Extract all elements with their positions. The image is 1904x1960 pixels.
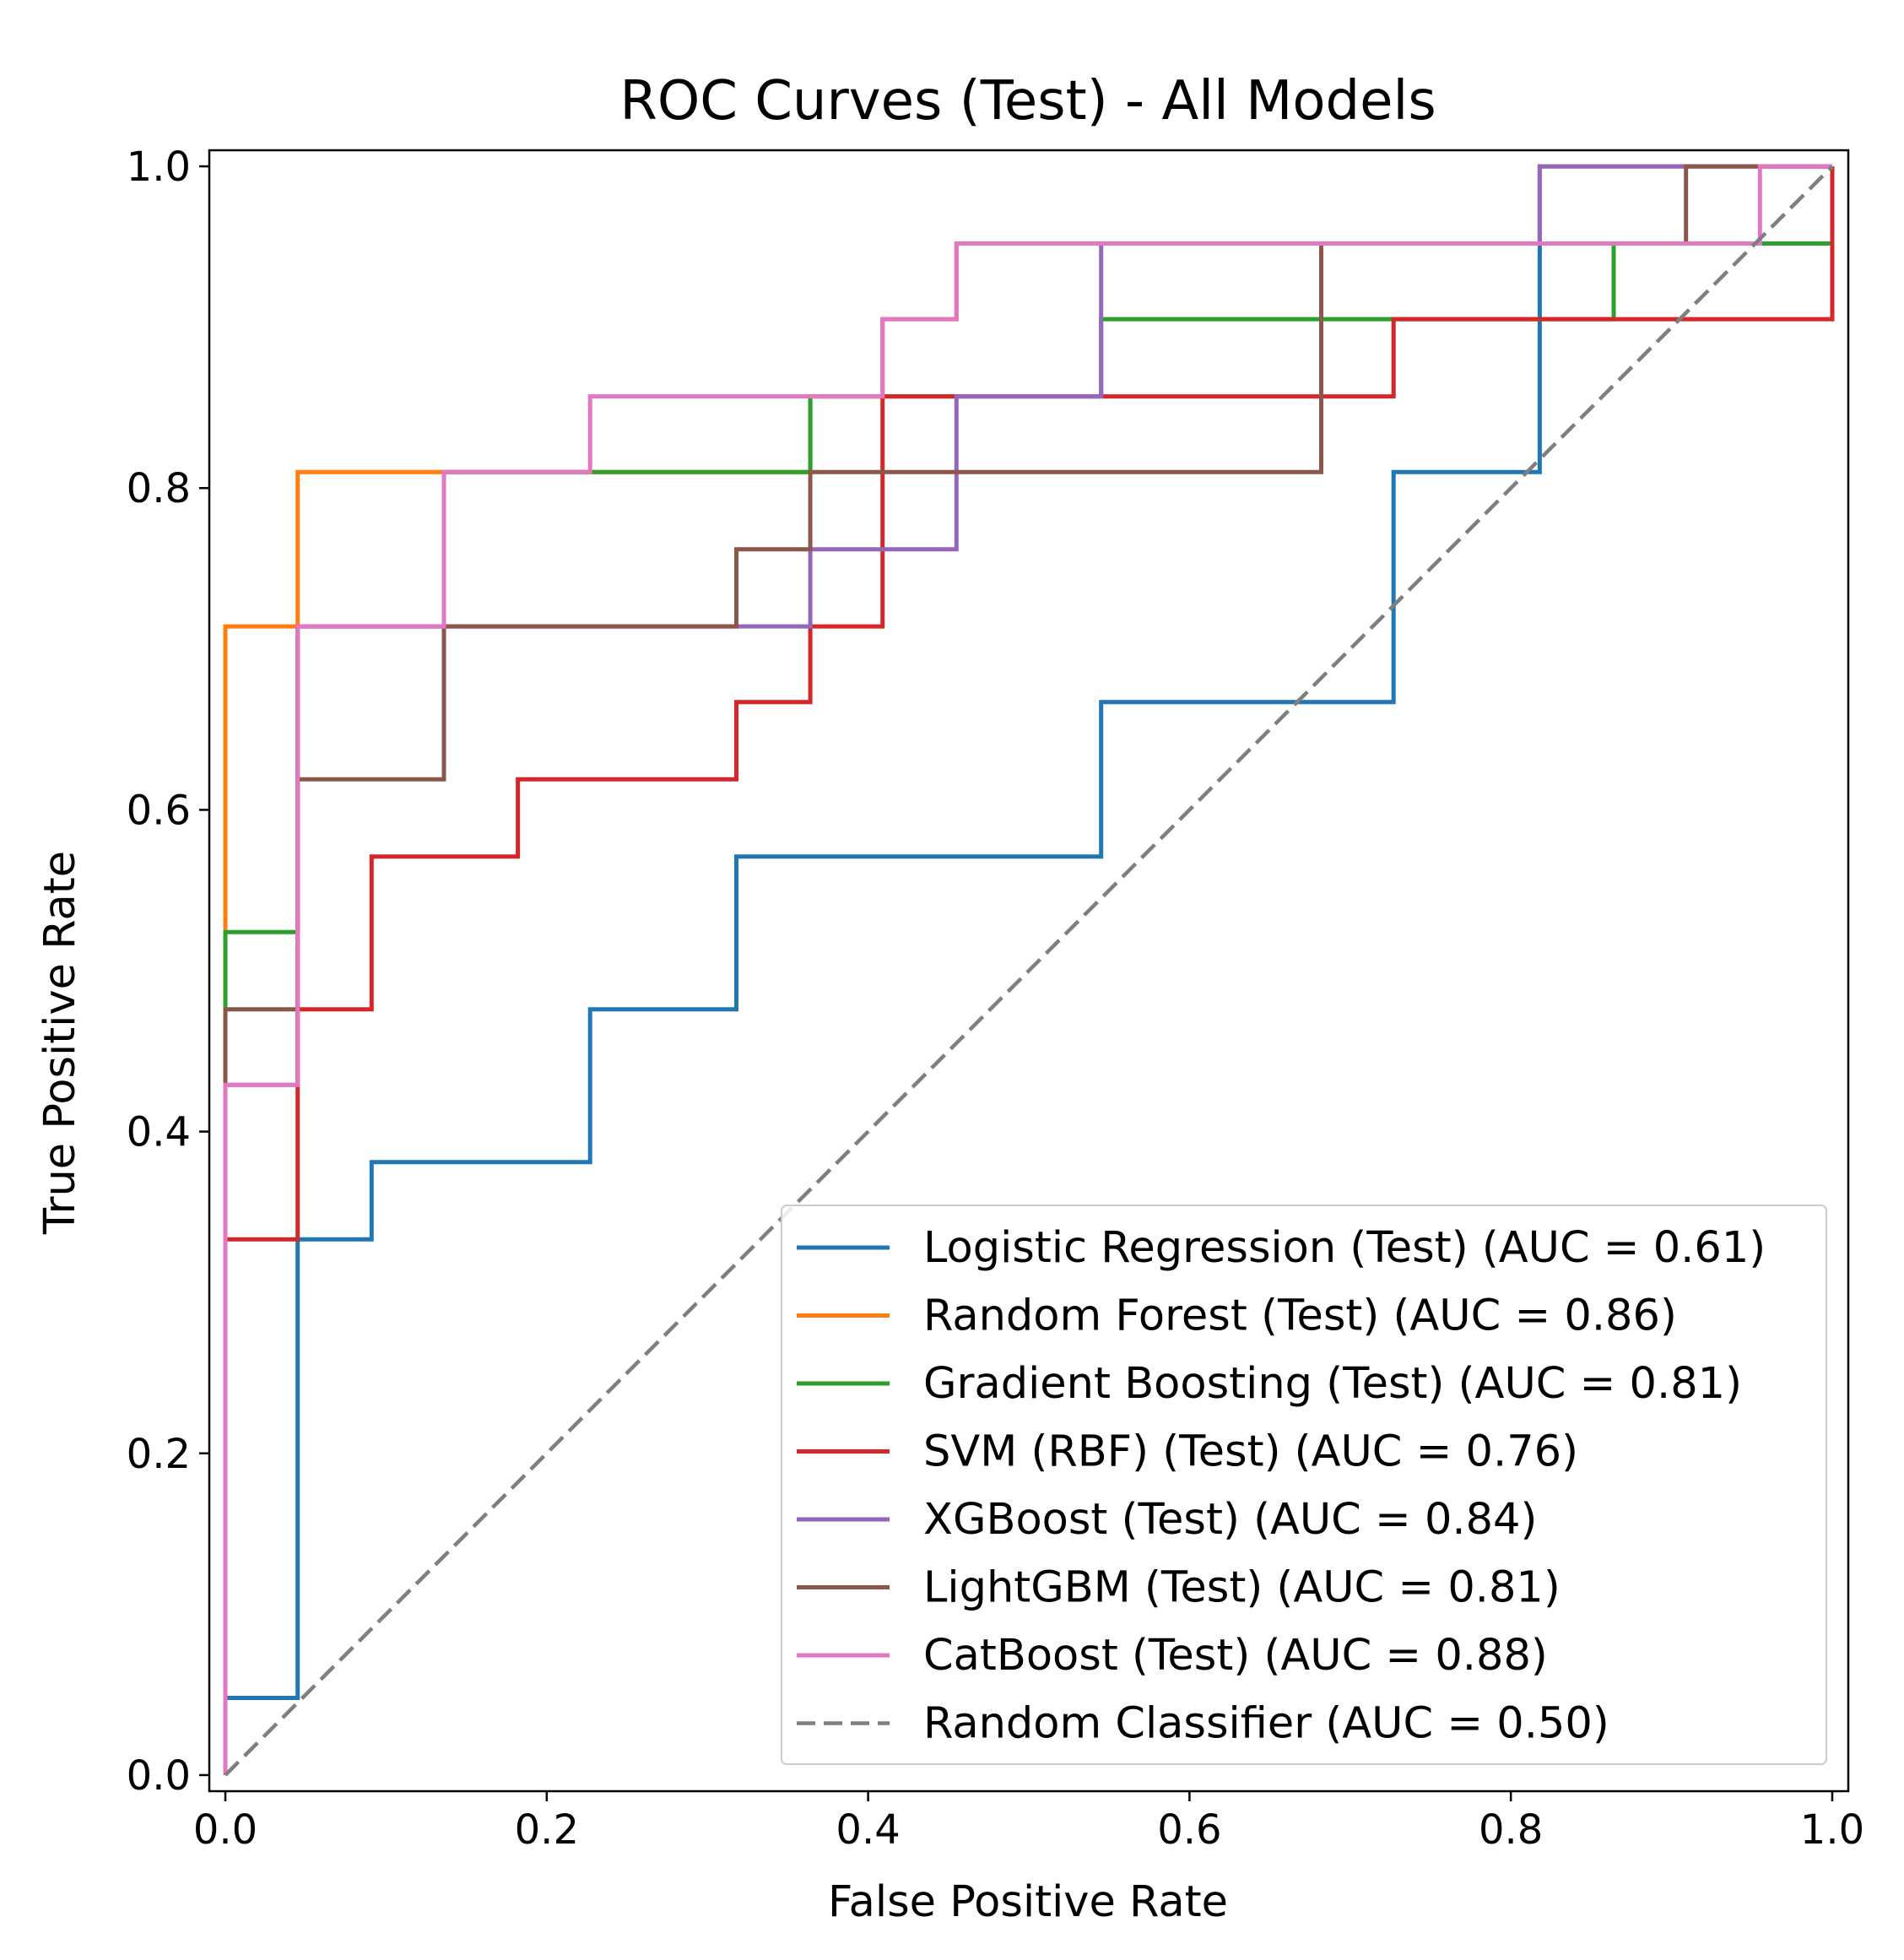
x-tick-label-4: 0.8 (1479, 1806, 1543, 1854)
legend-label-1: Random Forest (Test) (AUC = 0.86) (923, 1291, 1677, 1341)
legend: Logistic Regression (Test) (AUC = 0.61) R… (781, 1205, 1827, 1765)
x-tick-label-3: 0.6 (1157, 1806, 1221, 1854)
y-tick-label-0: 0.0 (127, 1752, 191, 1800)
series-line-7 (224, 165, 1834, 1777)
legend-label-0: Logistic Regression (Test) (AUC = 0.61) (923, 1223, 1766, 1273)
legend-label-7: Random Classifier (AUC = 0.50) (923, 1699, 1609, 1749)
legend-label-3: SVM (RBF) (Test) (AUC = 0.76) (923, 1427, 1578, 1477)
y-tick-label-2: 0.4 (127, 1109, 191, 1156)
legend-label-6: CatBoost (Test) (AUC = 0.88) (923, 1631, 1548, 1681)
x-tick-label-5: 1.0 (1800, 1806, 1864, 1854)
y-tick-label-3: 0.6 (127, 787, 191, 834)
chart-title: ROC Curves (Test) - All Models (619, 70, 1436, 133)
axes-frame (208, 149, 1850, 1793)
y-axis-label: True Positive Rate (35, 851, 85, 1235)
legend-label-4: XGBoost (Test) (AUC = 0.84) (923, 1495, 1537, 1545)
x-tick-label-1: 0.2 (515, 1806, 579, 1854)
plot-area (223, 164, 1835, 1777)
x-tick-label-0: 0.0 (193, 1806, 257, 1854)
y-tick-label-1: 0.2 (127, 1431, 191, 1478)
x-tick-label-2: 0.4 (836, 1806, 900, 1854)
x-axis-label: False Positive Rate (828, 1877, 1228, 1927)
legend-label-2: Gradient Boosting (Test) (AUC = 0.81) (923, 1359, 1742, 1409)
legend-box (781, 1205, 1827, 1765)
y-tick-label-5: 1.0 (127, 143, 191, 191)
y-tick-label-4: 0.8 (127, 465, 191, 512)
series-line-0 (223, 164, 1832, 1775)
series-line-6 (223, 164, 1832, 1775)
axes: 0.0 0.2 0.4 0.6 0.8 1.0 0.0 0.2 0.4 0.6 0.8 1.0 (127, 143, 1864, 1854)
legend-label-5: LightGBM (Test) (AUC = 0.81) (923, 1563, 1561, 1613)
